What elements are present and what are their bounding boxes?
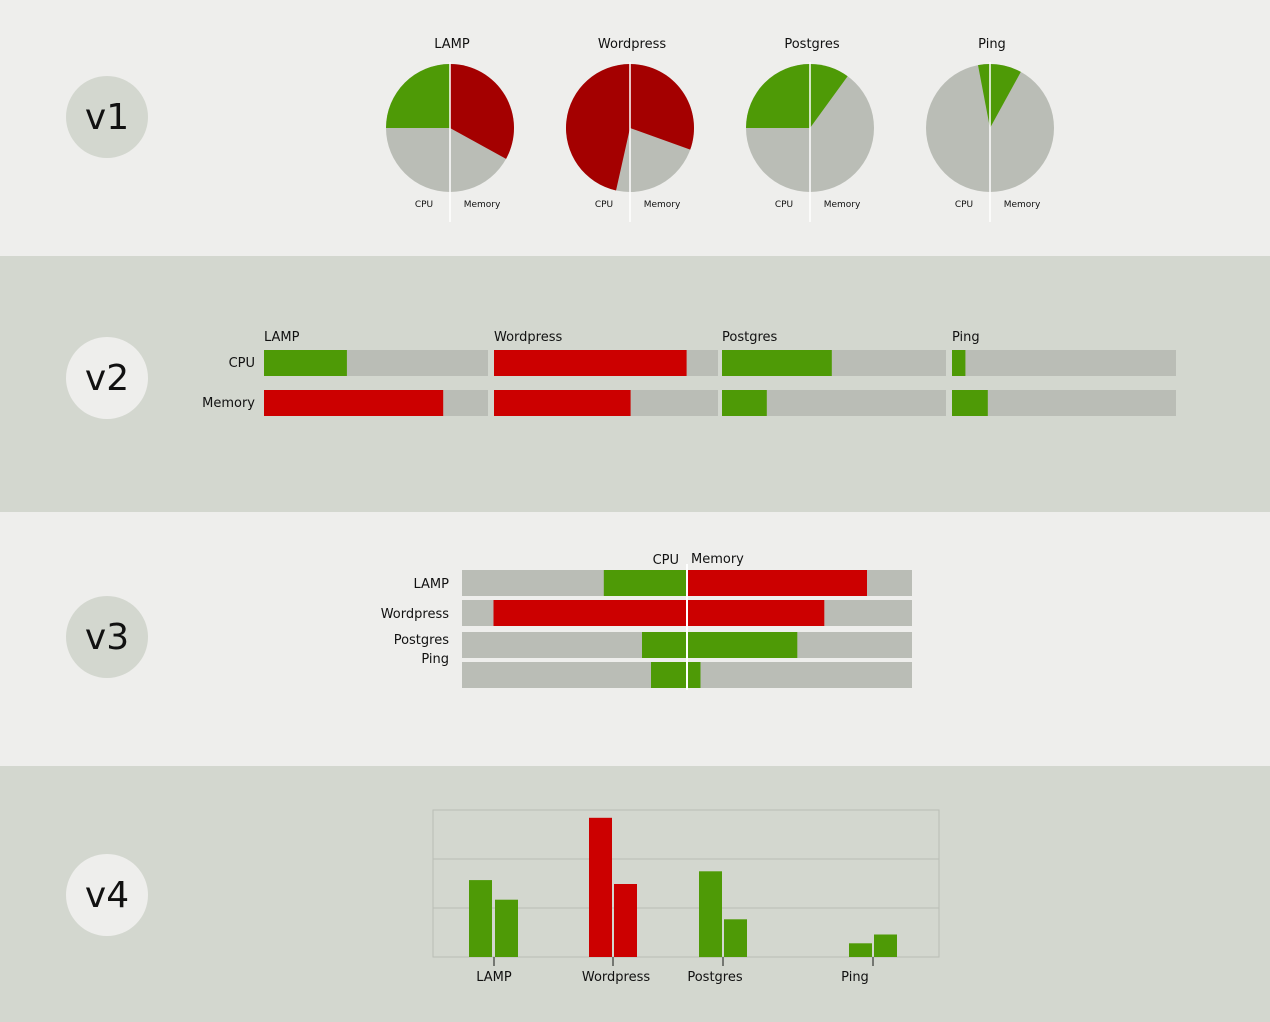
pie-label-memory: Memory: [644, 200, 681, 210]
x-tick-label: Wordpress: [582, 970, 650, 985]
row-label: Wordpress: [381, 607, 449, 622]
pie-slice-cpu: [565, 64, 630, 191]
bar-memory: [687, 662, 701, 688]
row-label: Postgres: [394, 633, 450, 648]
bar-cpu: [642, 632, 687, 658]
bar-memory: [687, 632, 798, 658]
section-v1: v1 LAMP CPU Memory Wordpress CPU Memory Postgr…: [0, 0, 1270, 256]
pie-label-memory: Memory: [464, 200, 501, 210]
pie-label-cpu: CPU: [775, 200, 793, 210]
pie-slice-memory: [990, 64, 1021, 128]
pie-title: Postgres: [784, 37, 840, 52]
pie-title: Wordpress: [598, 37, 666, 52]
pie-slice-memory: [630, 64, 695, 150]
bar-fill-cpu: [722, 350, 832, 376]
bar-fill-memory: [722, 390, 767, 416]
v2-horizontal-bars: CPU Memory LAMP Wordpress Postgres Ping: [202, 330, 1176, 416]
axis-label-memory: Memory: [691, 552, 744, 567]
column-bar: [724, 919, 747, 957]
variant-badge-v4: v4: [66, 854, 148, 936]
column-bar: [614, 884, 637, 957]
column-bar: [589, 817, 612, 957]
variant-badge-v2: v2: [66, 337, 148, 419]
section-v4: v4 LAMP Wordpress Postgres Ping: [0, 766, 1270, 1022]
pie-label-memory: Memory: [824, 200, 861, 210]
pie-label-cpu: CPU: [415, 200, 433, 210]
bar-cpu: [603, 570, 688, 596]
pie-slice-cpu: [978, 63, 990, 128]
bar-cpu: [651, 662, 687, 688]
pie-slice-memory: [810, 64, 848, 128]
column-bar: [874, 934, 897, 957]
v4-column-chart: LAMP Wordpress Postgres Ping: [432, 809, 940, 985]
column-bar: [699, 871, 722, 958]
group-title: Wordpress: [494, 330, 562, 345]
variant-badge-v1: v1: [66, 76, 148, 158]
pie-title: LAMP: [434, 37, 470, 52]
bar-track-cpu: [952, 350, 1176, 376]
axis-label-cpu: CPU: [653, 553, 679, 568]
row-label-cpu: CPU: [229, 356, 255, 371]
plot-frame: [432, 809, 940, 958]
pie-slice-memory: [450, 64, 514, 159]
bar-fill-cpu: [952, 350, 966, 376]
row-label-memory: Memory: [202, 396, 255, 411]
column-bar: [495, 899, 518, 957]
bar-memory: [687, 570, 867, 596]
pie-label-cpu: CPU: [595, 200, 613, 210]
group-title: Ping: [952, 330, 980, 345]
bar-fill-cpu: [494, 350, 687, 376]
bar-fill-cpu: [264, 350, 347, 376]
x-tick-label: Ping: [841, 970, 869, 985]
section-v2: v2 CPU Memory LAMP Wordpress Postgres Ping: [0, 256, 1270, 512]
bar-memory: [687, 600, 825, 626]
column-bar: [849, 943, 872, 957]
bar-fill-memory: [264, 390, 444, 416]
x-tick-label: LAMP: [476, 970, 512, 985]
column-bar: [469, 880, 492, 957]
bar-fill-memory: [494, 390, 631, 416]
group-title: LAMP: [264, 330, 300, 345]
pie-slice-cpu: [746, 64, 810, 128]
variant-badge-v3: v3: [66, 596, 148, 678]
pie-label-memory: Memory: [1004, 200, 1041, 210]
row-label: LAMP: [414, 577, 450, 592]
pie-slice-cpu: [386, 64, 450, 128]
bar-fill-memory: [952, 390, 988, 416]
pie-title: Ping: [978, 37, 1006, 52]
bar-cpu: [493, 600, 687, 626]
row-label: Ping: [421, 652, 449, 667]
pie-label-cpu: CPU: [955, 200, 973, 210]
section-v3: v3 CPU Memory LAMP Wordpress Postgres Ping: [0, 512, 1270, 766]
v1-pie-charts: LAMP CPU Memory Wordpress CPU Memory Postgres C…: [386, 37, 1054, 222]
group-title: Postgres: [722, 330, 778, 345]
x-tick-label: Postgres: [687, 970, 743, 985]
bar-track-memory: [952, 390, 1176, 416]
v3-diverging-bars: CPU Memory LAMP Wordpress Postgres Ping: [381, 552, 912, 690]
